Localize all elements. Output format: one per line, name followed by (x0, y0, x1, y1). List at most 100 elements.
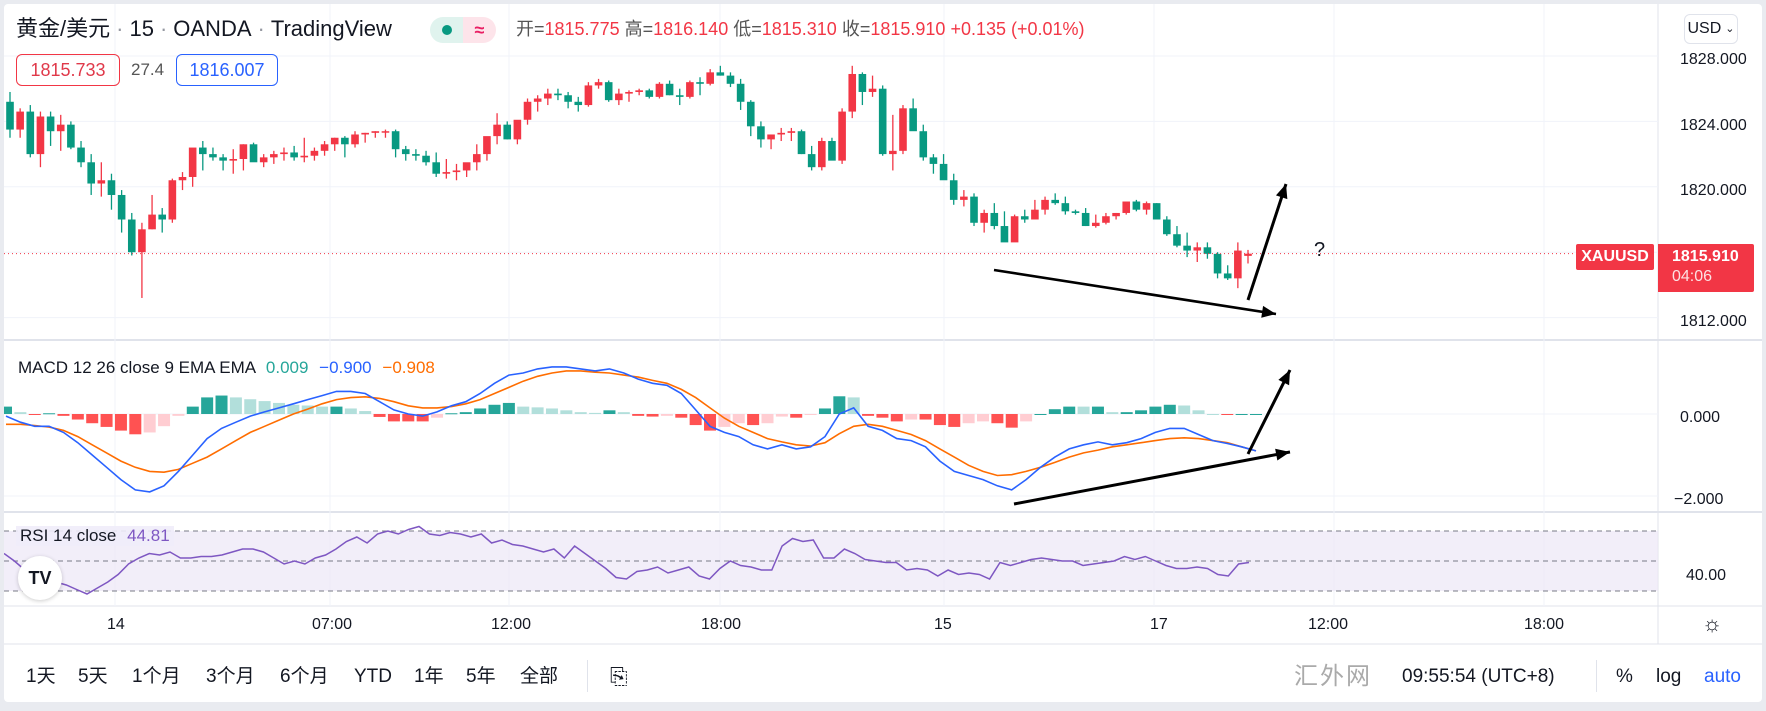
exchange: OANDA (173, 16, 252, 41)
macd-histogram-bar (890, 414, 903, 422)
rsi-line (4, 525, 1250, 595)
candle-body (26, 111, 35, 155)
percent-toggle[interactable]: % (1616, 666, 1633, 687)
candle-body (686, 82, 694, 97)
symbol-title[interactable]: 黄金/美元 · 15 · OANDA · TradingView (16, 16, 392, 42)
clock[interactable]: 09:55:54 (UTC+8) (1402, 666, 1555, 687)
rsi-legend[interactable]: RSI 14 close 44.81 (16, 526, 174, 546)
range-1m[interactable]: 1个月 (132, 666, 181, 687)
candle-body (503, 124, 512, 140)
macd-histogram-bar (1048, 409, 1061, 414)
macd-histogram-bar (675, 414, 688, 418)
buy-price-button[interactable]: 1816.007 (176, 54, 278, 86)
market-status-pill[interactable]: ≈ (430, 17, 496, 43)
candle-body (452, 170, 461, 173)
candle-body (909, 108, 917, 132)
candle-body (523, 101, 532, 120)
goto-date-icon[interactable]: ⎘ (610, 664, 628, 689)
macd-histogram-bar (818, 408, 831, 414)
currency-select[interactable]: USD ⌄ (1684, 14, 1738, 44)
candle-body (381, 131, 390, 133)
candle-body (280, 152, 288, 155)
macd-histogram-bar (57, 414, 70, 416)
settings-sun-icon[interactable]: ☼ (1702, 611, 1723, 636)
tradingview-logo[interactable]: TV (18, 556, 62, 600)
macd-histogram-bar (28, 414, 41, 415)
macd-histogram-bar (977, 414, 990, 422)
macd-histogram-bar (991, 414, 1004, 424)
log-toggle[interactable]: log (1656, 666, 1682, 687)
range-5y[interactable]: 5年 (466, 666, 496, 687)
range-all[interactable]: 全部 (520, 666, 559, 687)
candle-body (239, 144, 248, 160)
range-6m[interactable]: 6个月 (280, 666, 329, 687)
macd-histogram-bar (14, 412, 27, 414)
candle-body (1091, 222, 1100, 227)
price-tick: 1820.000 (1680, 182, 1747, 199)
macd-histogram-bar (244, 399, 257, 414)
range-5d[interactable]: 5天 (78, 666, 108, 687)
candle-body (351, 134, 359, 145)
range-3m[interactable]: 3个月 (206, 666, 255, 687)
range-1y[interactable]: 1年 (414, 666, 444, 687)
macd-legend[interactable]: MACD 12 26 close 9 EMA EMA 0.009 −0.900 … (18, 358, 435, 378)
watermark: 汇外网 (1294, 663, 1372, 690)
range-1d[interactable]: 1天 (26, 666, 56, 687)
spread-value: 27.4 (131, 60, 165, 79)
candle-body (178, 176, 187, 181)
macd-line-value: −0.900 (319, 358, 372, 377)
macd-histogram-bar (4, 406, 12, 414)
candle-body (168, 180, 177, 220)
candle-body (878, 88, 887, 155)
macd-histogram-bar (660, 414, 673, 416)
candle-body (645, 90, 654, 97)
macd-histogram-bar (1034, 414, 1047, 415)
bar-countdown: 04:06 (1672, 268, 1713, 285)
price-divergence-arrow (993, 268, 1277, 316)
interval: 15 (129, 16, 154, 41)
macd-histogram-bar (862, 414, 875, 416)
auto-toggle[interactable]: auto (1704, 666, 1741, 687)
annotation-question-mark[interactable]: ? (1314, 239, 1326, 261)
time-tick: 07:00 (312, 616, 353, 633)
candle-body (777, 132, 786, 135)
candle-body (1203, 247, 1212, 254)
macd-histogram-bar (1063, 406, 1076, 414)
macd-histogram-bar (1020, 414, 1033, 422)
candle-body (107, 180, 116, 195)
candle-body (1000, 226, 1009, 243)
macd-histogram-bar (545, 408, 558, 414)
macd-hist-value: 0.009 (265, 358, 309, 377)
time-tick: 18:00 (1524, 616, 1565, 633)
delayed-data-icon: ≈ (463, 17, 496, 43)
macd-histogram-bar (646, 414, 659, 417)
candle-body (726, 75, 735, 84)
candle-body (462, 162, 471, 171)
ohlc-readout: 开=1815.775 高=1816.140 低=1815.310 收=1815.… (516, 18, 1085, 40)
high-label: 高= (624, 19, 654, 39)
candle-body (716, 72, 725, 76)
time-tick: 12:00 (491, 616, 532, 633)
symbol-name: 黄金/美元 (16, 16, 111, 41)
macd-histogram-bar (747, 414, 760, 426)
candle-body (858, 73, 867, 92)
candle-body (483, 136, 491, 155)
candle-body (1213, 253, 1222, 274)
candle-body (838, 111, 846, 161)
macd-histogram-bar (1091, 406, 1104, 414)
candle-body (1071, 211, 1080, 213)
range-ytd[interactable]: YTD (354, 666, 392, 687)
candle-body (1031, 209, 1039, 220)
candle-body (564, 95, 572, 102)
chart-canvas[interactable] (4, 4, 1762, 702)
candle-body (1183, 245, 1191, 251)
macd-histogram-bar (287, 404, 300, 414)
candle-body (97, 180, 106, 184)
macd-histogram-bar (445, 413, 458, 415)
macd-histogram-bar (86, 414, 99, 424)
macd-histogram-bar (617, 412, 630, 414)
candle-body (36, 116, 45, 155)
sell-price-button[interactable]: 1815.733 (16, 54, 120, 86)
candle-body (604, 82, 613, 101)
candle-body (1234, 250, 1242, 279)
